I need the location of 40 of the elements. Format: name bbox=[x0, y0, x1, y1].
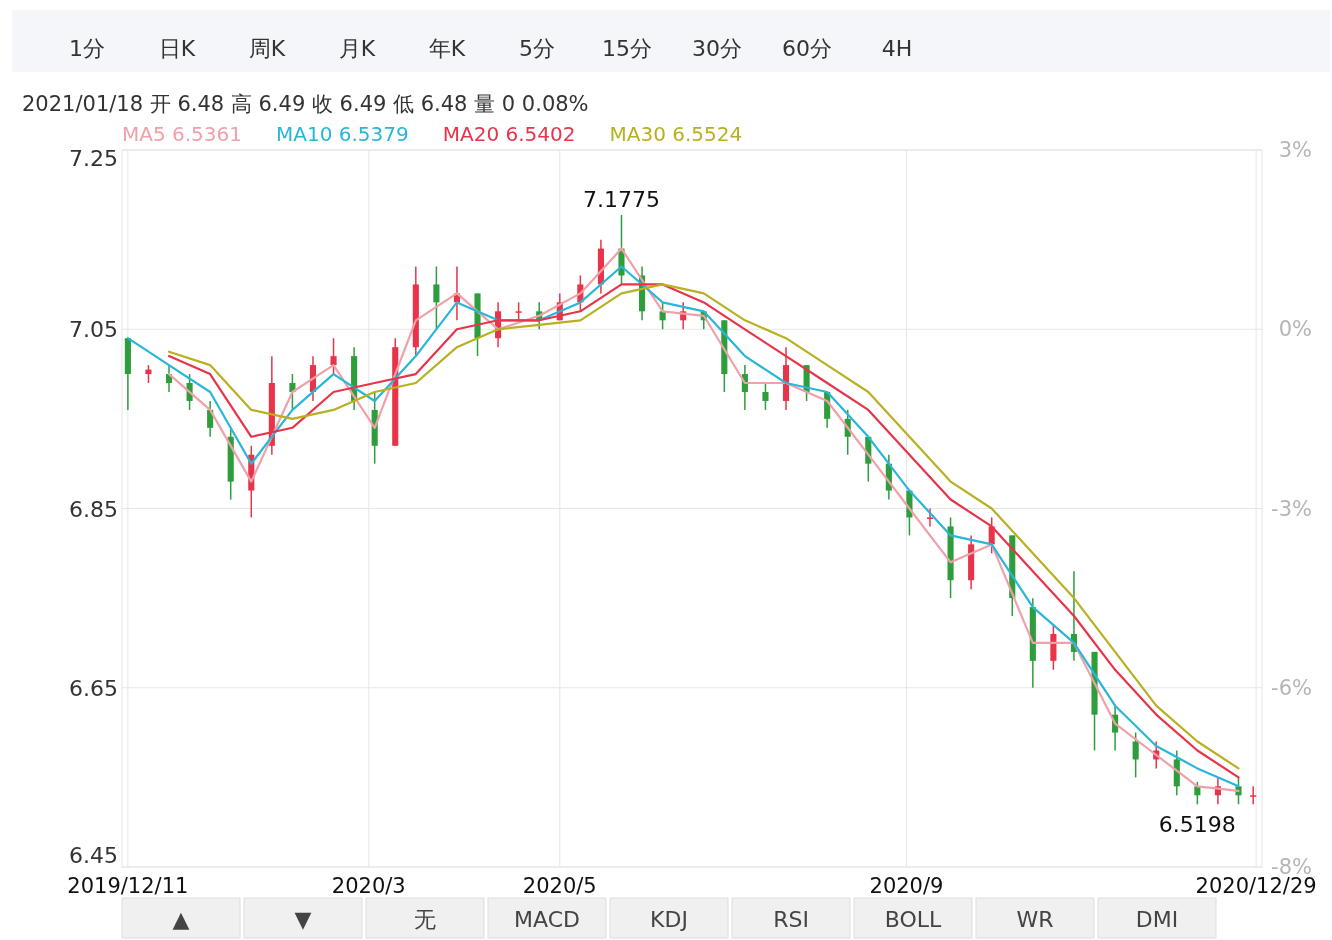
y2-tick-label: 3% bbox=[1278, 138, 1312, 162]
text: ▼ bbox=[294, 907, 312, 932]
y2-tick-label: -3% bbox=[1271, 496, 1312, 521]
y2-tick-label: 0% bbox=[1278, 316, 1312, 341]
x-tick-label: 2020/12/29 bbox=[1195, 874, 1317, 898]
y-tick-label: 6.65 bbox=[69, 675, 118, 701]
chart-title: 2021/01/18 开 6.48 高 6.49 收 6.49 低 6.48 量 0 0.08% bbox=[22, 92, 589, 116]
text: 日K bbox=[158, 36, 196, 61]
x-tick-label: 2019/12/11 bbox=[67, 874, 189, 898]
text: 1分 bbox=[69, 36, 105, 61]
text: MA5 6.5361 bbox=[122, 122, 242, 146]
text: ▲ bbox=[172, 907, 190, 932]
text: 15分 bbox=[602, 36, 652, 61]
text: 周K bbox=[248, 36, 286, 61]
annotation: 6.5198 bbox=[1158, 812, 1236, 838]
x-tick-label: 2020/5 bbox=[522, 874, 597, 898]
y-tick-label: 7.05 bbox=[69, 317, 118, 343]
text: 年K bbox=[428, 36, 466, 61]
x-tick-label: 2020/3 bbox=[331, 874, 406, 898]
text: WR bbox=[1016, 907, 1054, 932]
text: 60分 bbox=[782, 36, 832, 61]
text: 月K bbox=[338, 36, 376, 61]
y-tick-label: 6.85 bbox=[69, 496, 118, 522]
text: 无 bbox=[414, 907, 436, 932]
x-tick-label: 2020/9 bbox=[869, 874, 944, 898]
y2-tick-label: -6% bbox=[1271, 675, 1312, 700]
annotation: 7.1775 bbox=[582, 186, 660, 212]
text: BOLL bbox=[884, 907, 943, 932]
text: DMI bbox=[1135, 907, 1179, 932]
text: 5分 bbox=[519, 36, 555, 61]
text: MA10 6.5379 bbox=[276, 122, 409, 146]
y-tick-label: 7.25 bbox=[69, 146, 118, 171]
text: RSI bbox=[773, 907, 809, 932]
text: 30分 bbox=[692, 36, 742, 61]
text: 4H bbox=[881, 36, 913, 61]
text: KDJ bbox=[650, 907, 688, 932]
y-tick-label: 6.45 bbox=[69, 843, 118, 868]
text: MA20 6.5402 bbox=[442, 122, 576, 146]
text: MACD bbox=[514, 907, 580, 932]
text: MA30 6.5524 bbox=[609, 122, 743, 146]
